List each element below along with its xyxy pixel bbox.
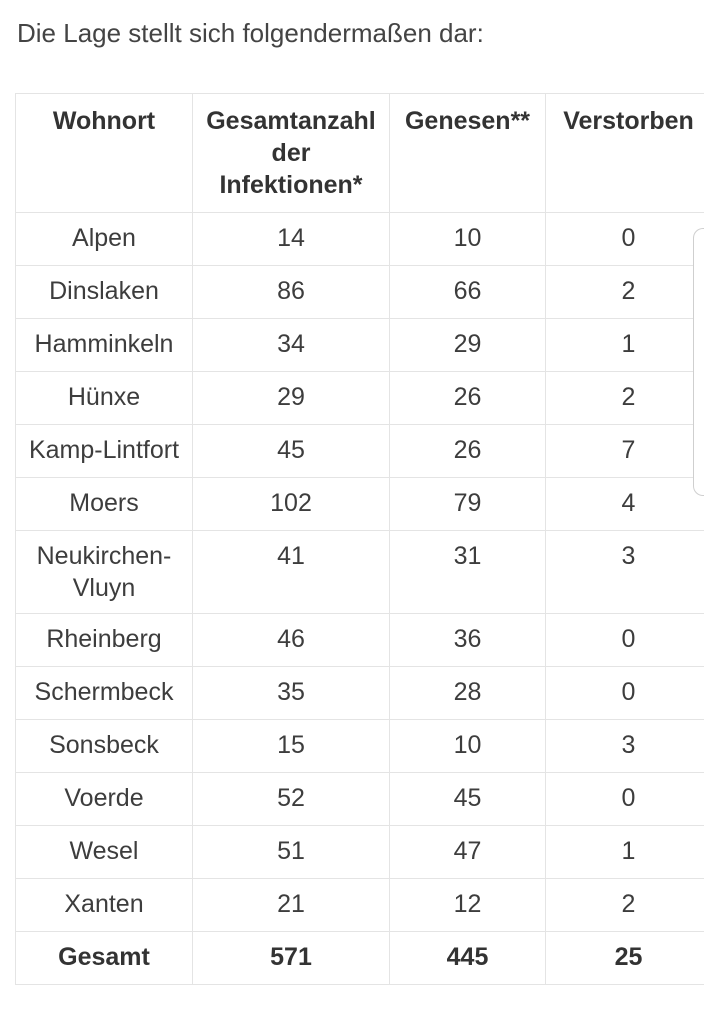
cell-genesen: 66 [389,265,546,319]
cell-genesen: 26 [389,371,546,425]
cell-verstorben: 0 [545,772,704,826]
cell-gesamtanzahl: 21 [192,878,390,932]
header-gesamtanzahl: Gesamtanzahl der Infektionen* [192,93,390,213]
cell-wohnort: Alpen [15,212,193,266]
header-verstorben: Verstorben [545,93,704,213]
cell-verstorben: 4 [545,477,704,531]
cell-verstorben: 0 [545,666,704,720]
cell-wohnort: Kamp-Lintfort [15,424,193,478]
cell-verstorben: 2 [545,878,704,932]
cell-gesamtanzahl: 34 [192,318,390,372]
table-row: Dinslaken 86 66 2 [15,265,704,319]
cell-wohnort: Hamminkeln [15,318,193,372]
total-label: Gesamt [15,931,193,985]
cell-gesamtanzahl: 102 [192,477,390,531]
table-row: Voerde 52 45 0 [15,772,704,826]
scroll-handle[interactable] [693,228,704,496]
cell-genesen: 45 [389,772,546,826]
cell-gesamtanzahl: 51 [192,825,390,879]
header-wohnort: Wohnort [15,93,193,213]
header-genesen: Genesen** [389,93,546,213]
cell-genesen: 79 [389,477,546,531]
cell-wohnort: Neukirchen-Vluyn [15,530,193,614]
cell-verstorben: 3 [545,530,704,614]
cell-wohnort: Rheinberg [15,613,193,667]
table-row: Neukirchen-Vluyn 41 31 3 [15,530,704,614]
cell-genesen: 36 [389,613,546,667]
cell-genesen: 28 [389,666,546,720]
cell-verstorben: 1 [545,825,704,879]
cell-gesamtanzahl: 45 [192,424,390,478]
cell-gesamtanzahl: 29 [192,371,390,425]
cell-gesamtanzahl: 46 [192,613,390,667]
table-header-row: Wohnort Gesamtanzahl der Infektionen* Ge… [15,93,704,213]
cell-genesen: 47 [389,825,546,879]
table-row: Kamp-Lintfort 45 26 7 [15,424,704,478]
table-row: Alpen 14 10 0 [15,212,704,266]
total-verstorben: 25 [545,931,704,985]
infection-table: Wohnort Gesamtanzahl der Infektionen* Ge… [15,93,704,985]
cell-genesen: 29 [389,318,546,372]
cell-gesamtanzahl: 52 [192,772,390,826]
cell-verstorben: 7 [545,424,704,478]
cell-gesamtanzahl: 41 [192,530,390,614]
table-row: Xanten 21 12 2 [15,878,704,932]
cell-wohnort: Schermbeck [15,666,193,720]
table-row: Schermbeck 35 28 0 [15,666,704,720]
cell-verstorben: 0 [545,212,704,266]
table-total-row: Gesamt 571 445 25 [15,931,704,985]
cell-gesamtanzahl: 14 [192,212,390,266]
cell-genesen: 10 [389,212,546,266]
cell-gesamtanzahl: 35 [192,666,390,720]
intro-text: Die Lage stellt sich folgendermaßen dar: [17,18,484,48]
table-row: Sonsbeck 15 10 3 [15,719,704,773]
cell-wohnort: Xanten [15,878,193,932]
cell-gesamtanzahl: 86 [192,265,390,319]
cell-verstorben: 3 [545,719,704,773]
cell-verstorben: 2 [545,265,704,319]
cell-verstorben: 1 [545,318,704,372]
table-row: Moers 102 79 4 [15,477,704,531]
cell-wohnort: Moers [15,477,193,531]
cell-wohnort: Hünxe [15,371,193,425]
table-row: Rheinberg 46 36 0 [15,613,704,667]
cell-verstorben: 2 [545,371,704,425]
total-genesen: 445 [389,931,546,985]
cell-verstorben: 0 [545,613,704,667]
cell-gesamtanzahl: 15 [192,719,390,773]
cell-wohnort: Dinslaken [15,265,193,319]
cell-wohnort: Wesel [15,825,193,879]
cell-genesen: 26 [389,424,546,478]
table-row: Wesel 51 47 1 [15,825,704,879]
total-gesamtanzahl: 571 [192,931,390,985]
cell-wohnort: Voerde [15,772,193,826]
cell-genesen: 12 [389,878,546,932]
table-row: Hamminkeln 34 29 1 [15,318,704,372]
cell-wohnort: Sonsbeck [15,719,193,773]
table-row: Hünxe 29 26 2 [15,371,704,425]
cell-genesen: 31 [389,530,546,614]
cell-genesen: 10 [389,719,546,773]
